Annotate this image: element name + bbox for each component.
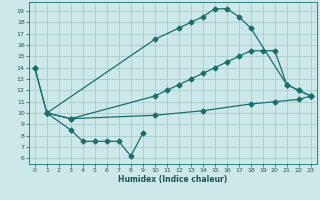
X-axis label: Humidex (Indice chaleur): Humidex (Indice chaleur) bbox=[118, 175, 228, 184]
